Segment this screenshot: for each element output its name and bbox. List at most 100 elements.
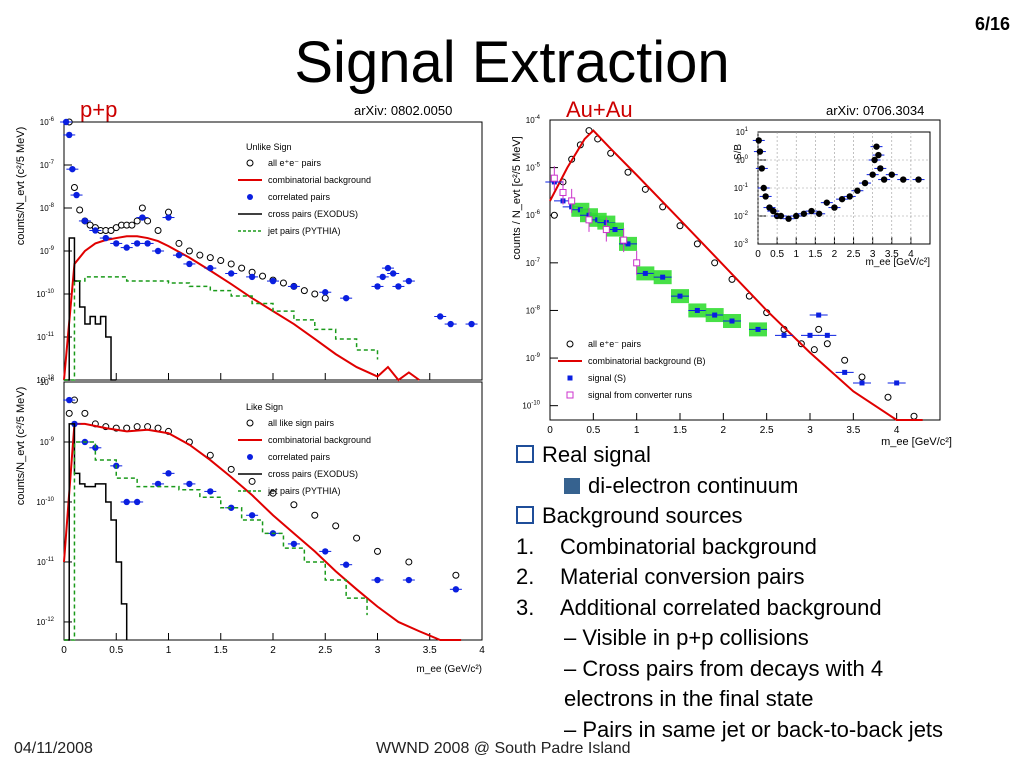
pp-unlike-point-correlated	[405, 277, 413, 285]
pp-unlike-point-correlated	[437, 313, 444, 320]
pp-like-point-correlated	[374, 576, 381, 584]
auau-main-ytick-label: 10-8	[526, 305, 541, 315]
auau-main-xtick-label: 3	[807, 425, 813, 436]
auau-inset-point-correlated	[831, 204, 838, 211]
pp-like-point-all-pairs	[311, 511, 319, 519]
auau-inset-point-correlated	[861, 179, 869, 187]
auau-main-point-converter	[559, 189, 567, 197]
auau-inset-point-correlated	[777, 212, 785, 220]
auau-inset-ytick-label: 100	[736, 155, 749, 165]
pp-like-point-correlated	[165, 470, 172, 477]
auau-inset-xtick-label: 4	[908, 249, 914, 260]
pp-like-point-correlated	[133, 498, 141, 506]
pp-label: p+p	[80, 97, 118, 122]
pp-like-xtick-label: 0.5	[109, 645, 123, 656]
pp-unlike-point-correlated	[92, 227, 99, 234]
pp-like-point-all-pairs	[227, 465, 235, 473]
auau-main-point-converter	[568, 197, 576, 205]
pp-unlike-legend-label: combinatorial background	[268, 175, 371, 185]
auau-main-ytick-label: 10-10	[522, 401, 540, 411]
pp-unlike-point-correlated	[447, 320, 454, 328]
auau-main-point-all-pairs	[624, 168, 632, 176]
item-text: Combinatorial background	[560, 533, 817, 559]
auau-inset-point-correlated	[846, 193, 853, 200]
auau-inset-point-correlated	[758, 165, 766, 172]
pp-unlike-point-correlated	[389, 270, 397, 277]
sub-item-1: – Visible in p+p collisions	[564, 625, 809, 650]
pp-unlike-point-correlated	[374, 283, 381, 290]
pp-unlike-point-correlated	[186, 260, 193, 268]
auau-main-point-signal	[824, 332, 830, 338]
auau-main-point-all-pairs	[910, 412, 918, 420]
auau-inset-point-correlated	[875, 151, 882, 159]
pp-unlike-ytick-label: 10-12	[36, 375, 54, 385]
pp-like-frame	[63, 381, 483, 641]
pp-unlike-point-correlated	[133, 240, 141, 247]
auau-main-xtick-label: 3.5	[846, 425, 860, 436]
pp-unlike-point-all-pairs	[206, 254, 214, 262]
auau-main-legend-label: signal (S)	[588, 373, 626, 383]
pp-unlike-point-all-pairs	[175, 239, 183, 247]
auau-inset-xtick-label: 1.5	[808, 249, 822, 260]
pp-like-point-all-pairs	[353, 534, 361, 542]
auau-inset-point-correlated	[760, 184, 767, 192]
pp-unlike-point-all-pairs	[133, 217, 141, 225]
pp-like-point-correlated	[154, 480, 162, 488]
pp-unlike-point-correlated	[66, 131, 73, 139]
pp-unlike-point-all-pairs	[321, 294, 329, 302]
auau-inset-point-correlated	[756, 148, 764, 155]
pp-like-xtick-label: 3	[375, 645, 381, 656]
auau-main-point-all-pairs	[659, 203, 667, 211]
pp-unlike-point-correlated	[113, 240, 120, 247]
pp-like-xtick-label: 1.5	[214, 645, 228, 656]
pp-unlike-point-correlated	[144, 240, 151, 247]
pp-like-point-correlated	[452, 586, 460, 593]
auau-arxiv: arXiv: 0706.3034	[826, 103, 925, 118]
pp-like-point-correlated	[248, 512, 256, 519]
pp-like-series-bkg-line	[63, 422, 462, 641]
auau-main-point-all-pairs	[810, 346, 818, 354]
pp-like-point-all-pairs	[269, 489, 277, 497]
pp-unlike-point-correlated	[102, 234, 110, 242]
auau-inset-xtick-label: 2.5	[847, 249, 861, 260]
pp-unlike-point-correlated	[228, 270, 235, 277]
auau-main-legend-marker	[566, 340, 574, 348]
pp-like-point-correlated	[66, 396, 73, 404]
auau-inset-point-correlated	[880, 176, 888, 183]
pp-like-series-jet-pairs	[64, 441, 368, 641]
square-bullet-icon	[516, 445, 534, 463]
pp-unlike-point-all-pairs	[70, 183, 78, 191]
bullet-di-electron: di-electron continuum	[516, 471, 1016, 502]
pp-unlike-legend-marker	[246, 159, 254, 167]
pp-unlike-point-correlated	[468, 320, 475, 328]
auau-main-point-converter	[620, 236, 628, 244]
auau-inset-point-correlated	[854, 187, 861, 194]
pp-unlike-point-all-pairs	[128, 221, 136, 229]
auau-main-point-signal	[625, 241, 631, 247]
pp-like-ylabel: counts/N_evt (c²/5 MeV)	[15, 387, 27, 506]
pp-unlike-point-correlated	[207, 264, 214, 272]
pp-like-legend-label: jet pairs (PYTHIA)	[267, 486, 341, 496]
auau-main-ytick-label: 10-9	[526, 353, 541, 363]
auau-main-ytick-label: 10-6	[526, 210, 541, 220]
auau-inset-xtick-label: 2	[832, 249, 838, 260]
auau-xlabel: m_ee [GeV/c²]	[881, 436, 952, 448]
auau-main-xtick-label: 2	[721, 425, 727, 436]
pp-unlike-point-all-pairs	[238, 264, 246, 272]
auau-main-point-signal	[781, 332, 787, 338]
auau-inset-point-correlated	[793, 212, 800, 220]
auau-inset-point-correlated	[900, 176, 907, 183]
bullet-real-signal: Real signal	[516, 440, 1016, 471]
auau-main-point-signal	[755, 326, 761, 332]
pp-like-ytick-label: 10-11	[37, 557, 55, 567]
auau-main-ytick-label: 10-7	[526, 258, 541, 268]
sub-item-2b: electrons in the final state	[564, 686, 814, 711]
auau-inset-point-correlated	[823, 199, 830, 206]
pp-like-legend-marker	[247, 454, 253, 460]
pp-unlike-point-correlated	[379, 273, 386, 281]
auau-label: Au+Au	[566, 97, 633, 122]
auau-main-point-signal	[612, 227, 618, 233]
pp-like-xtick-label: 3.5	[423, 645, 437, 656]
auau-main-legend-marker	[566, 391, 574, 399]
auau-main-point-all-pairs	[676, 222, 684, 230]
